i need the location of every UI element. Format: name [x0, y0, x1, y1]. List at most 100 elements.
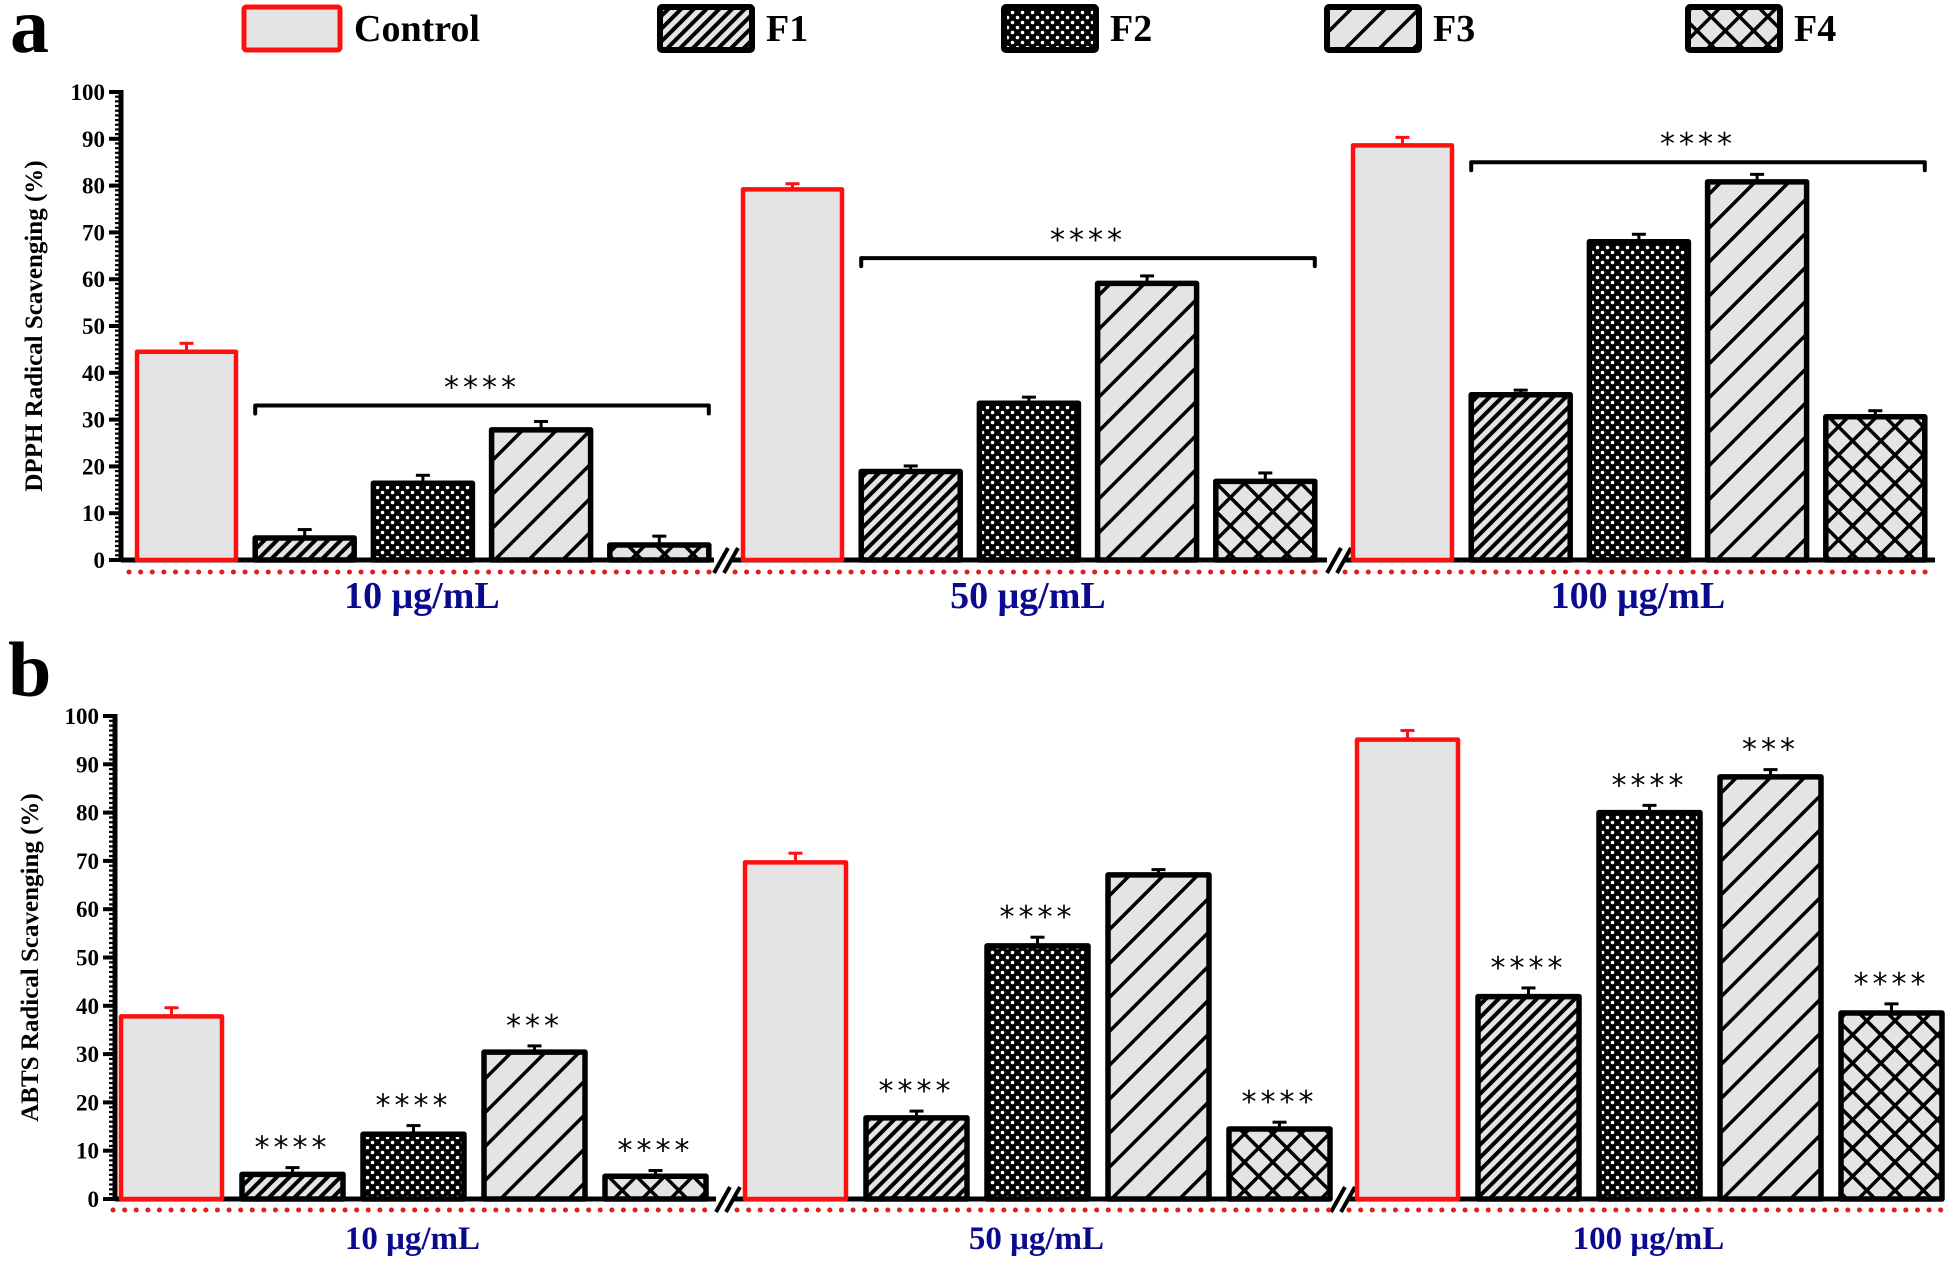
bar-control-50-g-ml [742, 860, 849, 1202]
legend-label-f3: F3 [1433, 8, 1475, 50]
bar-f2-100-g-ml [1596, 809, 1703, 1202]
category-label: 100 μg/mL [1573, 1221, 1725, 1257]
legend-label-f2: F2 [1110, 8, 1152, 50]
axis-break-mark [1339, 1186, 1357, 1213]
y-tick-label: 30 [82, 408, 105, 433]
bar-f3-10-g-ml [481, 1049, 588, 1202]
legend-swatch-f4 [1685, 4, 1783, 53]
bar-f1-100-g-ml [1475, 993, 1582, 1202]
significance-stars: **** [1854, 967, 1930, 1002]
bar-f1-10-g-ml [252, 535, 357, 563]
category-label: 100 μg/mL [1551, 575, 1726, 617]
bar-f1-100-g-ml [1468, 392, 1573, 563]
bar-f4-50-g-ml [1226, 1126, 1333, 1202]
significance-stars: **** [1660, 127, 1736, 162]
legend-swatch-f1 [657, 4, 755, 53]
y-tick-label: 60 [82, 267, 105, 292]
bar-control-100-g-ml [1354, 737, 1461, 1202]
y-tick-label: 100 [71, 80, 106, 105]
legend-label-control: Control [354, 8, 480, 50]
bar-control-10-g-ml [118, 1014, 225, 1202]
significance-stars: **** [1000, 900, 1076, 935]
bar-f4-10-g-ml [607, 542, 712, 563]
y-tick-label: 80 [76, 801, 99, 826]
bar-f1-50-g-ml [863, 1115, 970, 1202]
axis-break-mark [712, 547, 730, 574]
bar-f3-100-g-ml [1717, 774, 1824, 1202]
y-tick-label: 10 [82, 501, 105, 526]
bar-control-100-g-ml [1350, 143, 1455, 563]
bar-f1-50-g-ml [858, 468, 963, 563]
bar-f2-10-g-ml [360, 1131, 467, 1202]
significance-stars: **** [376, 1089, 452, 1124]
y-tick-label: 0 [88, 1187, 100, 1212]
bar-f3-50-g-ml [1094, 280, 1200, 563]
y-tick-label: 100 [65, 704, 100, 729]
bar-f2-10-g-ml [370, 480, 476, 563]
axis-break-mark [722, 547, 740, 574]
bar-f2-50-g-ml [984, 943, 1091, 1202]
panel-a-chart: 0 10 20 30 40 50 60 70 80 90 100 DPPH Radical Scave… [21, 80, 1935, 617]
y-tick-label: 30 [76, 1042, 99, 1067]
panel-b-letter: b [8, 626, 51, 713]
significance-stars: *** [1742, 733, 1799, 768]
axis-break-mark [1329, 1186, 1347, 1213]
y-tick-label: 50 [82, 314, 105, 339]
significance-stars: **** [444, 371, 520, 406]
category-label: 50 μg/mL [969, 1221, 1104, 1257]
y-tick-label: 80 [82, 174, 105, 199]
y-tick-label: 40 [82, 361, 105, 386]
bar-f1-10-g-ml [239, 1171, 346, 1202]
bar-control-10-g-ml [134, 349, 239, 563]
bar-f4-100-g-ml [1838, 1010, 1945, 1202]
bar-f2-50-g-ml [976, 400, 1082, 563]
significance-bracket [859, 256, 1317, 269]
significance-stars: **** [618, 1134, 694, 1169]
bar-control-50-g-ml [740, 187, 845, 563]
legend-label-f1: F1 [766, 8, 808, 50]
legend-swatch-control [241, 4, 343, 53]
y-tick-label: 90 [76, 752, 99, 777]
significance-bracket [1469, 160, 1927, 173]
panel-a-letter: a [10, 0, 49, 69]
significance-stars: *** [506, 1009, 563, 1044]
y-tick-label: 60 [76, 897, 99, 922]
bar-f3-50-g-ml [1105, 872, 1212, 1202]
bar-f4-10-g-ml [602, 1173, 709, 1202]
bar-f4-50-g-ml [1213, 478, 1318, 563]
category-label: 10 μg/mL [345, 1221, 480, 1257]
bar-f3-100-g-ml [1704, 179, 1810, 563]
axis-break-mark [724, 1186, 742, 1213]
significance-stars: **** [1050, 223, 1126, 258]
significance-stars: **** [1612, 768, 1688, 803]
bar-f2-100-g-ml [1586, 239, 1692, 563]
significance-stars: **** [879, 1074, 955, 1109]
y-tick-label: 90 [82, 127, 105, 152]
y-tick-label: 40 [76, 994, 99, 1019]
y-tick-label: 20 [76, 1090, 99, 1115]
significance-stars: **** [1491, 951, 1567, 986]
axis-break-mark [1325, 547, 1343, 574]
bar-f3-10-g-ml [488, 427, 594, 563]
y-tick-label: 0 [94, 548, 106, 573]
bar-f4-100-g-ml [1823, 414, 1928, 563]
category-label: 10 μg/mL [344, 575, 500, 617]
significance-stars: **** [1242, 1085, 1318, 1120]
legend: Control F1 F2 F3 F4 [241, 4, 1836, 53]
axis-break-mark [714, 1186, 732, 1213]
y-tick-label: 20 [82, 454, 105, 479]
y-tick-label: 50 [76, 946, 99, 971]
y-tick-label: 10 [76, 1139, 99, 1164]
y-tick-label: 70 [76, 849, 99, 874]
significance-stars: **** [255, 1131, 331, 1166]
legend-swatch-f3 [1324, 4, 1422, 53]
significance-bracket [253, 403, 711, 416]
y-axis-title: ABTS Radical Scavenging (%) [17, 793, 44, 1122]
panel-b-chart: 0 10 20 30 40 50 60 70 80 90 100 ABTS Radical Scave… [17, 704, 1949, 1257]
y-tick-label: 70 [82, 220, 105, 245]
y-axis-title: DPPH Radical Scavenging (%) [21, 160, 48, 491]
legend-swatch-f2 [1001, 4, 1099, 53]
axis-break-mark [1335, 547, 1353, 574]
legend-label-f4: F4 [1794, 8, 1836, 50]
